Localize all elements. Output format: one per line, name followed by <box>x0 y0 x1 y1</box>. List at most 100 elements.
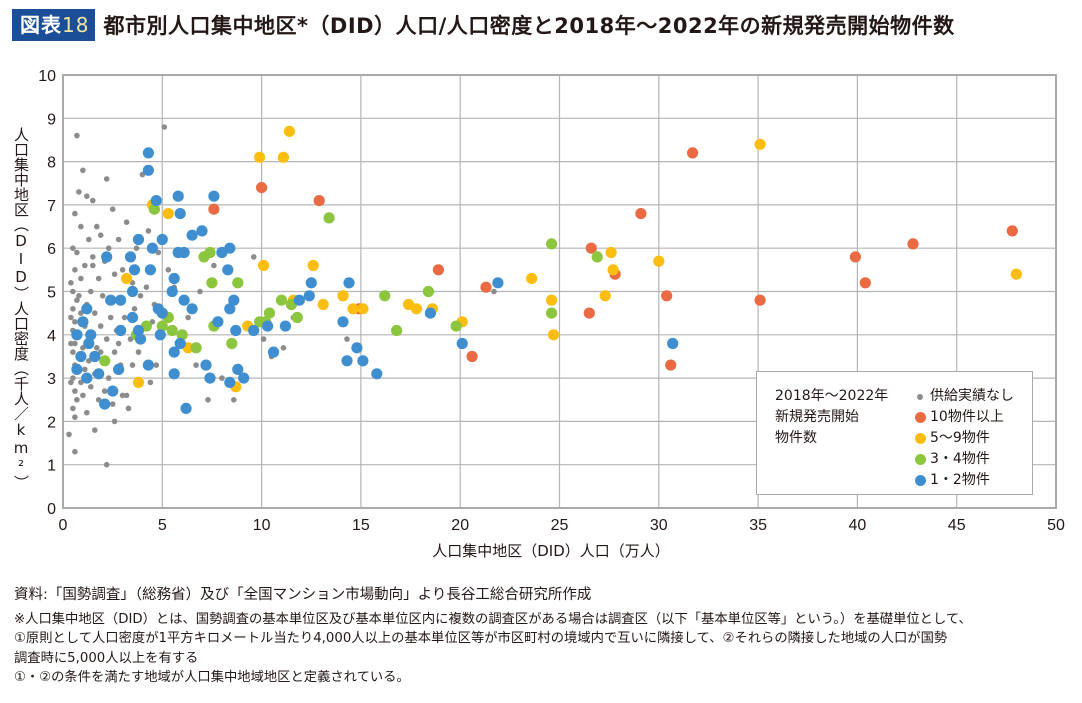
data-point <box>145 228 152 234</box>
data-point <box>89 350 101 363</box>
data-point <box>84 193 90 199</box>
data-point <box>132 324 145 337</box>
data-point <box>126 285 139 298</box>
legend-marker-icon <box>915 433 926 444</box>
data-point <box>591 251 603 263</box>
series-one_two <box>71 147 679 414</box>
data-point <box>105 375 112 381</box>
data-point <box>317 298 329 311</box>
data-point <box>293 294 305 306</box>
data-point <box>313 195 325 207</box>
data-point <box>77 316 89 328</box>
data-point <box>226 337 238 350</box>
x-tick-label: 35 <box>749 517 767 534</box>
data-point <box>71 363 83 375</box>
data-point <box>132 233 145 246</box>
data-point <box>134 333 147 345</box>
data-point <box>103 176 110 182</box>
data-point <box>72 267 78 273</box>
data-point <box>72 448 78 455</box>
data-point <box>68 379 74 386</box>
data-point <box>115 324 127 337</box>
data-point <box>115 236 122 243</box>
data-point <box>99 355 111 367</box>
data-point <box>135 349 142 355</box>
data-point <box>190 342 202 354</box>
source-note: 資料:「国勢調査」（総務省）及び「全国マンション市場動向」より長谷工総合研究所作… <box>14 587 592 603</box>
data-point <box>337 290 349 302</box>
data-point <box>146 242 158 254</box>
data-point <box>119 392 126 399</box>
data-point <box>72 340 78 347</box>
data-point <box>107 385 119 397</box>
data-point <box>74 297 80 303</box>
y-tick-labels: 0 1 2 3 4 5 6 7 8 9 10 <box>38 68 56 518</box>
legend-item: 3・4物件 <box>915 449 1014 470</box>
data-point <box>82 262 88 269</box>
data-point <box>101 388 108 394</box>
data-point <box>125 405 132 412</box>
data-point <box>204 372 216 384</box>
figure-badge-number: 18 <box>62 13 90 37</box>
data-point <box>754 294 766 306</box>
data-point <box>254 151 266 163</box>
data-point <box>70 375 76 381</box>
data-point <box>99 398 111 410</box>
data-point <box>661 290 673 302</box>
data-point <box>208 190 220 202</box>
data-point <box>248 324 260 337</box>
legend-item: 供給実績なし <box>915 386 1014 407</box>
data-point <box>1006 225 1018 237</box>
data-point <box>153 362 160 368</box>
y-tick-label: 6 <box>47 241 56 258</box>
legend-marker-icon <box>915 454 926 465</box>
data-point <box>687 147 699 159</box>
data-point <box>172 190 184 202</box>
data-point <box>103 336 110 342</box>
legend-marker-icon <box>917 393 923 400</box>
data-point <box>95 275 102 282</box>
data-point <box>492 277 504 289</box>
data-point <box>132 376 145 388</box>
legend-items: 供給実績なし 10物件以上 5～9物件 3・4物件 1・2物件 <box>915 386 1014 491</box>
y-tick-label: 2 <box>47 414 56 431</box>
data-point <box>653 255 665 267</box>
data-point <box>205 397 211 403</box>
data-point <box>665 359 677 371</box>
data-point <box>74 397 80 403</box>
data-point <box>74 132 80 139</box>
legend-label: 10物件以上 <box>930 409 1004 425</box>
data-point <box>93 368 105 380</box>
figure-badge: 図表18 <box>12 9 96 41</box>
data-point <box>1010 268 1022 280</box>
legend-label: 3・4物件 <box>930 451 990 467</box>
data-point <box>176 329 188 341</box>
data-point <box>68 280 74 286</box>
y-tick-label: 5 <box>47 285 56 302</box>
data-point <box>156 307 168 319</box>
data-point <box>129 362 136 368</box>
data-point <box>178 294 190 306</box>
data-point <box>123 392 130 399</box>
data-point <box>115 340 122 347</box>
data-point <box>94 345 100 351</box>
data-point <box>161 124 168 130</box>
data-point <box>174 208 186 220</box>
legend-label: 供給実績なし <box>930 388 1014 404</box>
legend-label: 1・2物件 <box>930 472 990 488</box>
data-point <box>275 294 288 306</box>
data-point <box>267 346 280 358</box>
data-point <box>109 206 116 212</box>
data-point <box>351 342 363 354</box>
data-point <box>238 372 250 384</box>
data-point <box>68 314 74 321</box>
data-point <box>466 350 478 363</box>
data-point <box>185 314 191 321</box>
data-point <box>546 238 558 250</box>
data-point <box>88 384 94 390</box>
data-point <box>585 242 597 254</box>
data-point <box>222 264 234 276</box>
data-point <box>103 461 110 468</box>
data-point <box>231 397 237 403</box>
data-point <box>123 219 130 225</box>
